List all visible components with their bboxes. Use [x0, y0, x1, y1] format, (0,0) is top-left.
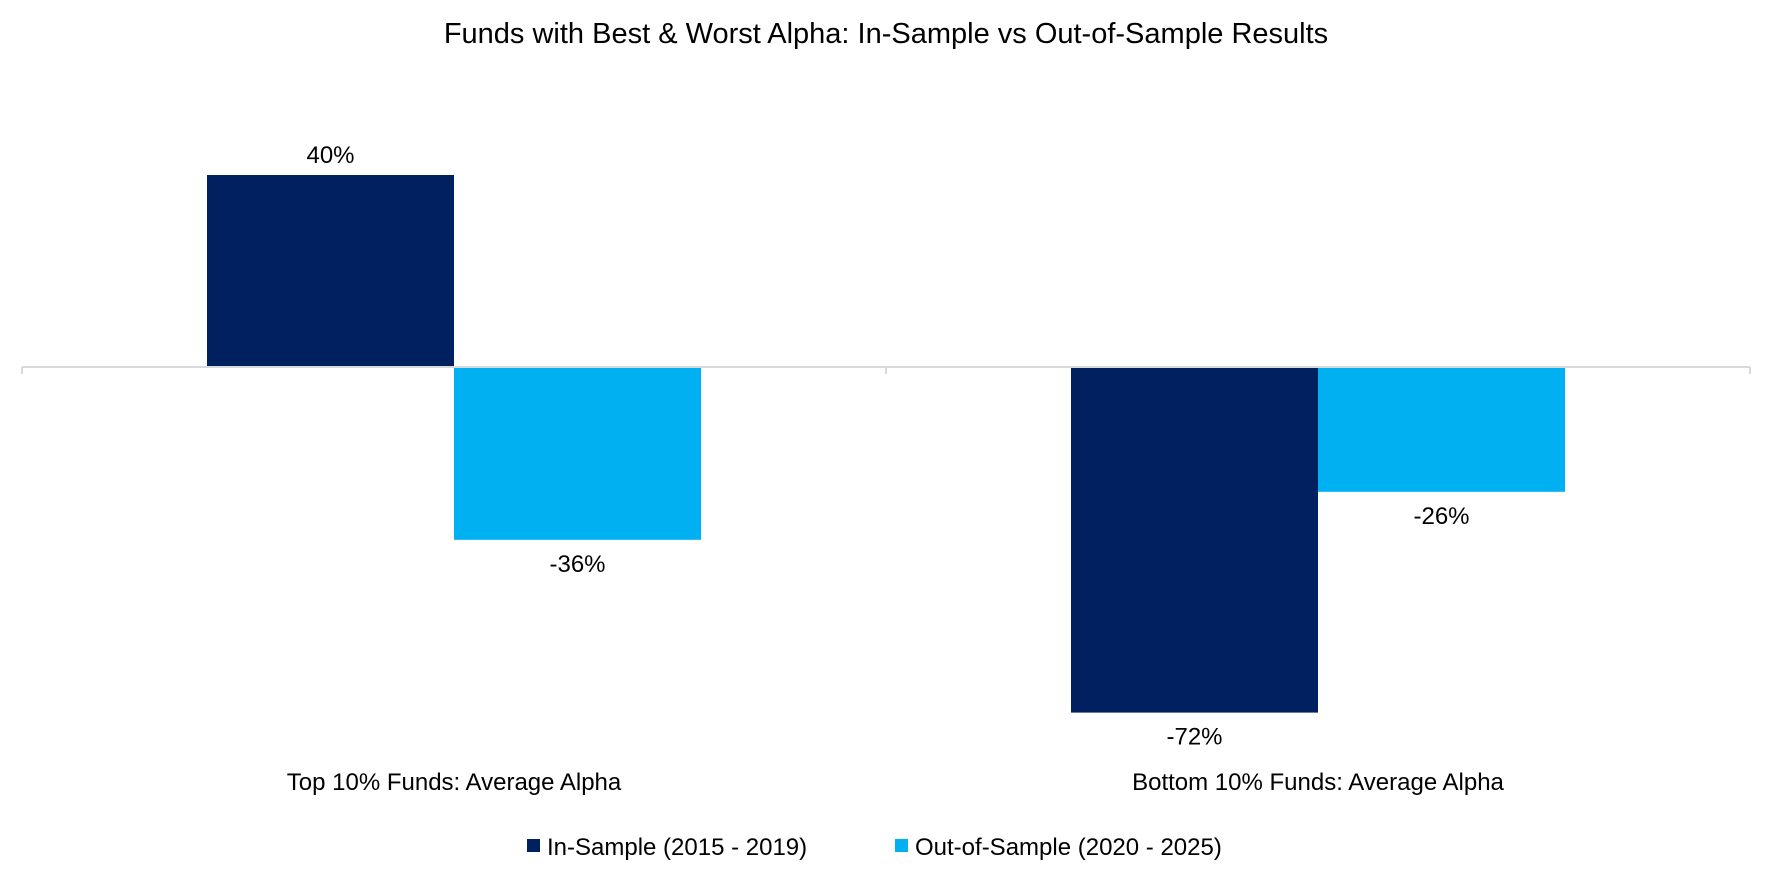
bar-out-of-sample-bottom [1318, 367, 1565, 492]
category-label: Bottom 10% Funds: Average Alpha [1132, 769, 1504, 796]
legend-label: In-Sample (2015 - 2019) [547, 834, 807, 861]
bar-in-sample-top [207, 175, 454, 367]
chart-title: Funds with Best & Worst Alpha: In-Sample… [444, 18, 1328, 50]
data-label: -26% [1413, 503, 1469, 530]
bar-out-of-sample-top [454, 367, 701, 540]
legend: In-Sample (2015 - 2019) Out-of-Sample (20… [527, 834, 1222, 861]
legend-swatch [527, 839, 540, 852]
data-label: 40% [306, 142, 354, 169]
legend-swatch [895, 839, 908, 852]
data-label: -36% [549, 551, 605, 578]
bar-in-sample-bottom [1071, 367, 1318, 713]
plot-area: 40% -36% Top 10% Funds: Average Alpha -72% -… [21, 142, 1751, 796]
category-label: Top 10% Funds: Average Alpha [287, 769, 622, 796]
legend-label: Out-of-Sample (2020 - 2025) [915, 834, 1222, 861]
data-label: -72% [1166, 724, 1222, 751]
